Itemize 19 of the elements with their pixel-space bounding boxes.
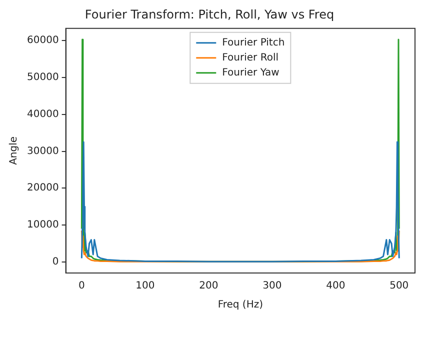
chart-title: Fourier Transform: Pitch, Roll, Yaw vs Freq (84, 7, 334, 22)
x-tick-label: 300 (262, 280, 282, 292)
y-tick-label: 0 (52, 256, 59, 268)
y-tick-label: 60000 (27, 35, 59, 46)
x-tick-label: 100 (136, 280, 155, 292)
x-tick-label: 500 (390, 280, 409, 292)
y-tick-label: 30000 (27, 146, 59, 157)
y-tick-label: 40000 (27, 108, 59, 120)
legend-label: Fourier Roll (222, 52, 278, 64)
legend-label: Fourier Pitch (222, 37, 285, 48)
x-tick-label: 400 (326, 280, 346, 292)
y-tick-label: 10000 (27, 220, 59, 231)
x-tick-label: 200 (199, 280, 218, 292)
y-axis-title: Angle (8, 136, 20, 165)
x-tick-label: 0 (78, 280, 85, 292)
legend-label: Fourier Yaw (222, 67, 280, 78)
y-tick-label: 20000 (27, 182, 59, 194)
x-axis-title: Freq (Hz) (218, 300, 264, 311)
y-tick-label: 50000 (27, 72, 59, 84)
